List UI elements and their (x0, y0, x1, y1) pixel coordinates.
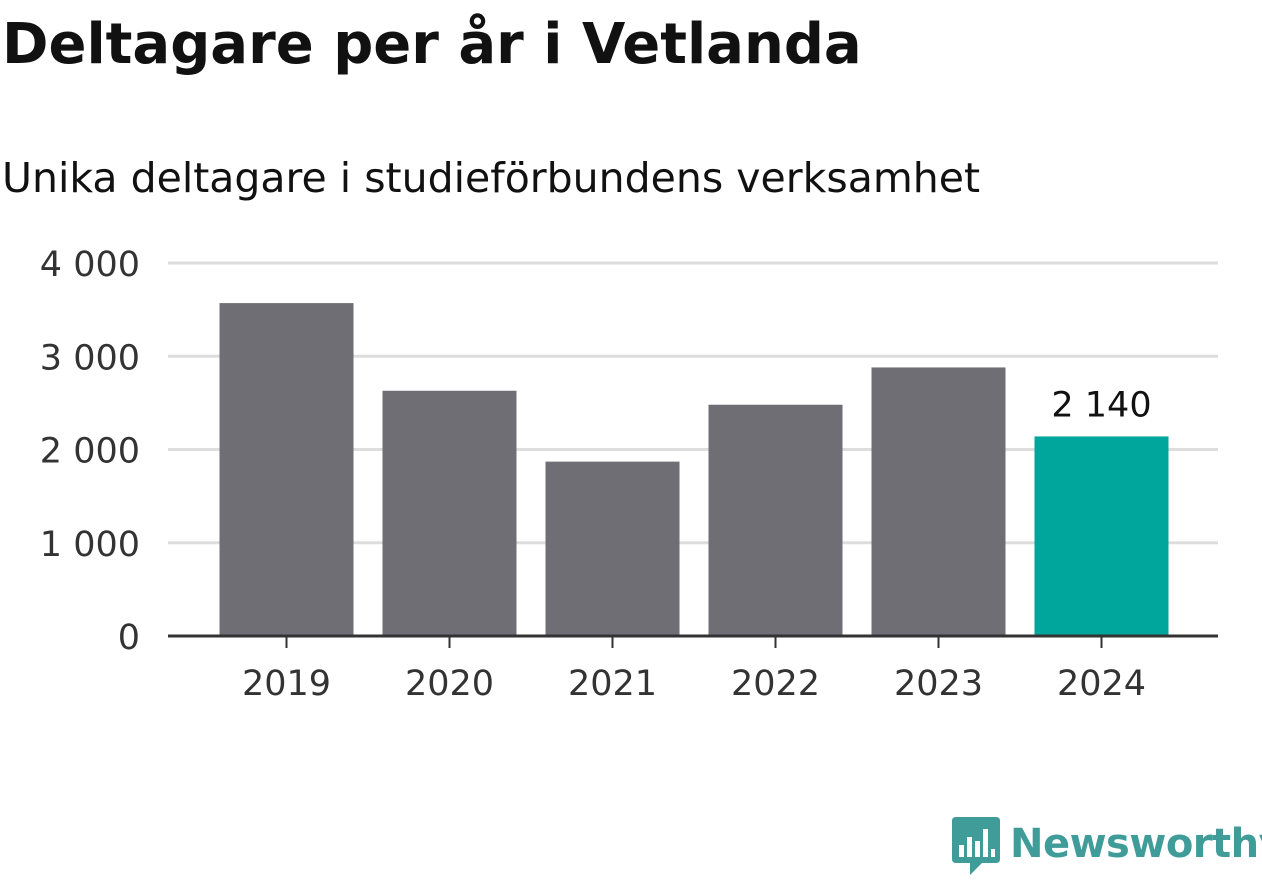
newsworthy-logo: Newsworthy (950, 815, 1262, 881)
x-tick-label: 2024 (1057, 664, 1146, 704)
x-tick-label: 2019 (242, 664, 331, 704)
bar-2023 (871, 367, 1006, 636)
bar-2020 (382, 390, 517, 636)
data-label: 2 140 (1051, 385, 1151, 425)
y-tick-label: 0 (118, 618, 140, 658)
y-tick-label: 3 000 (40, 338, 140, 378)
newsworthy-logo-icon (952, 817, 1000, 875)
brand-name: Newsworthy (1010, 821, 1262, 867)
y-tick-label: 2 000 (40, 432, 140, 472)
x-tick-label: 2022 (731, 664, 820, 704)
x-tick-label: 2021 (568, 664, 657, 704)
chart-subtitle: Unika deltagare i studieförbundens verks… (2, 154, 981, 202)
x-tick-label: 2020 (405, 664, 494, 704)
bar-2021 (545, 461, 680, 636)
y-tick-label: 4 000 (40, 245, 140, 285)
y-tick-label: 1 000 (40, 525, 140, 565)
x-tick-label: 2023 (894, 664, 983, 704)
bar-2022 (708, 404, 843, 636)
chart-title: Deltagare per år i Vetlanda (2, 12, 862, 77)
bar-2024 (1034, 436, 1169, 636)
bar-2019 (219, 303, 354, 636)
